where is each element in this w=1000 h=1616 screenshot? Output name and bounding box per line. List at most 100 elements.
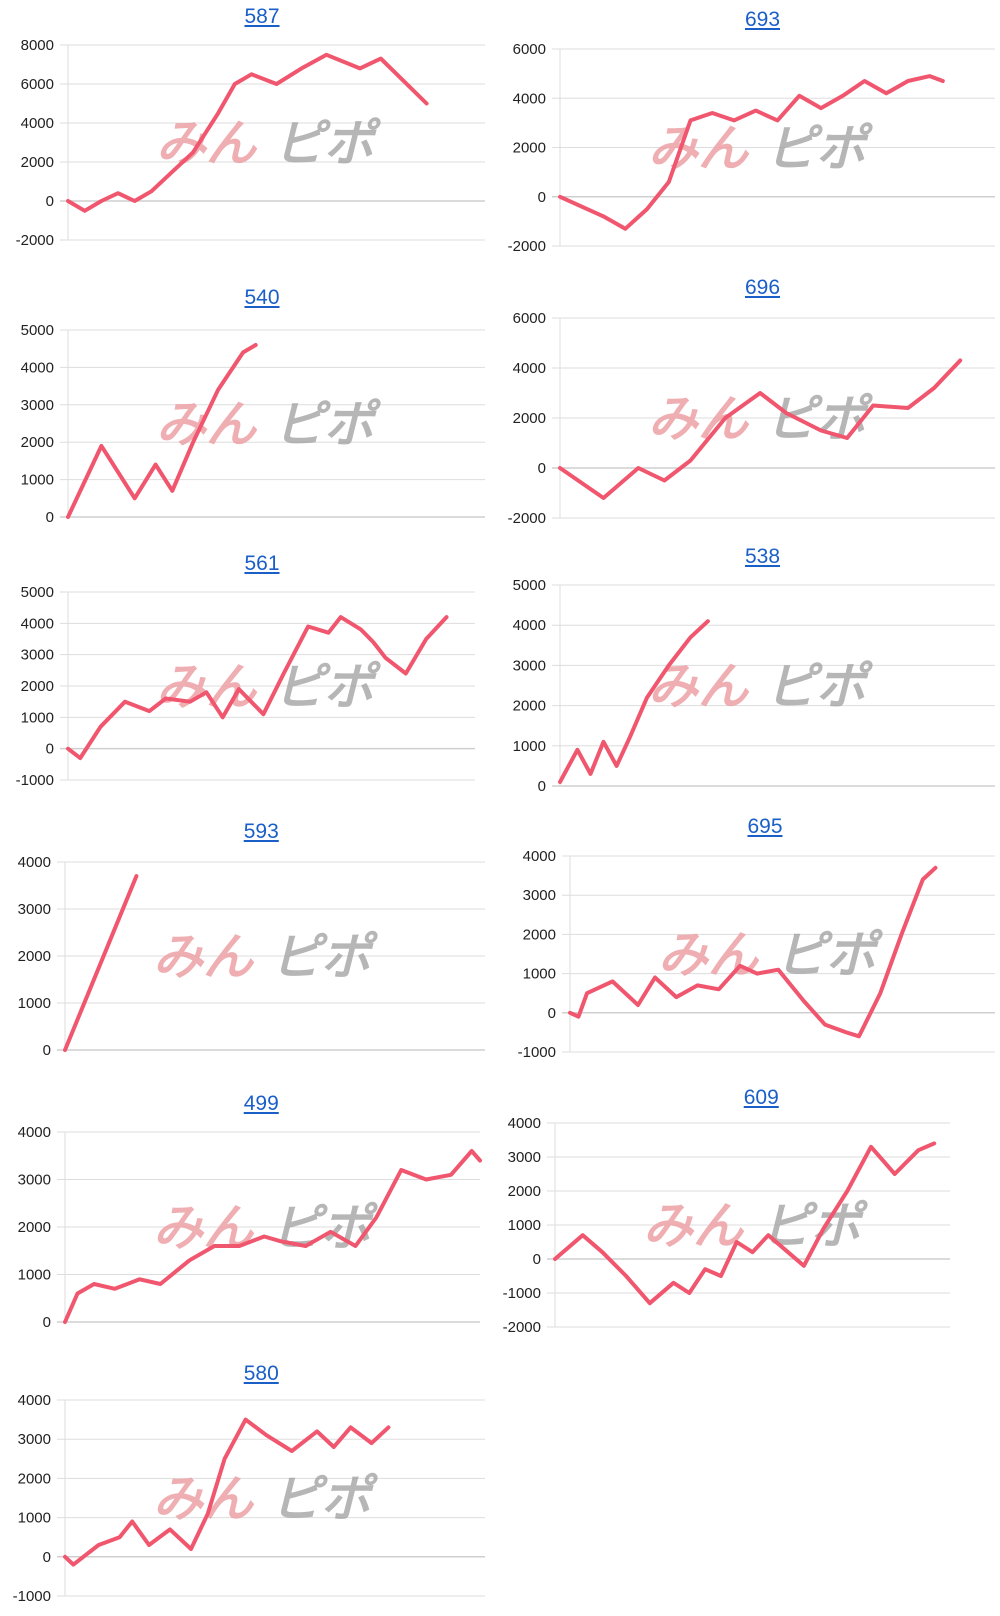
- y-tick-label: 2000: [523, 926, 556, 943]
- y-tick-label: 6000: [21, 76, 54, 93]
- y-tick-label: 0: [538, 460, 546, 477]
- y-tick-label: -1000: [16, 772, 54, 789]
- y-tick-label: 3000: [21, 647, 54, 664]
- y-tick-label: 2000: [18, 1219, 51, 1236]
- y-tick-label: 0: [43, 1042, 51, 1059]
- series-line: [66, 615, 449, 761]
- y-tick-label: 4000: [21, 615, 54, 632]
- y-tick-label: 0: [533, 1251, 541, 1268]
- y-tick-label: 1000: [523, 966, 556, 983]
- chart-panel: 693 6000 4000 2000 0 -2000 みん ピポ: [490, 8, 1000, 260]
- y-tick-label: 4000: [523, 848, 556, 865]
- y-tick-label: -2000: [508, 238, 546, 255]
- watermark-logo: みん: [648, 120, 750, 178]
- y-tick-label: 1000: [513, 738, 546, 755]
- y-tick-label: 4000: [513, 360, 546, 377]
- y-tick-label: 4000: [508, 1115, 541, 1132]
- y-tick-label: 1000: [21, 709, 54, 726]
- y-tick-label: 4000: [21, 359, 54, 376]
- series-line: [63, 1149, 482, 1324]
- watermark-logo: ピポ: [271, 1470, 379, 1528]
- line-chart: 5000 4000 3000 2000 1000 0 みん ピポ: [21, 322, 485, 526]
- chart-panel: 580 4000 3000 2000 1000 0 -1000 みん ピポ: [0, 1362, 490, 1610]
- chart-title-link[interactable]: 561: [244, 552, 280, 575]
- watermark-logo: みん: [153, 1199, 255, 1257]
- chart-panel: 499 4000 3000 2000 1000 0 みん ピポ: [0, 1092, 490, 1336]
- y-tick-label: -2000: [16, 232, 54, 249]
- series-line: [63, 874, 139, 1052]
- y-tick-label: 4000: [18, 1392, 51, 1409]
- watermark-logo: ピポ: [766, 120, 874, 178]
- y-tick-label: 2000: [21, 678, 54, 695]
- chart-title-link[interactable]: 580: [243, 1362, 279, 1385]
- y-tick-label: 4000: [18, 1124, 51, 1141]
- y-tick-label: 6000: [513, 310, 546, 327]
- y-tick-label: -1000: [13, 1588, 51, 1605]
- watermark-logo: みん: [648, 390, 750, 448]
- chart-title-link[interactable]: 695: [747, 815, 783, 838]
- chart-title-link[interactable]: 538: [744, 545, 781, 568]
- chart-title-link[interactable]: 540: [244, 286, 280, 309]
- y-tick-label: 3000: [523, 887, 556, 904]
- series-line: [558, 619, 710, 784]
- line-chart: 4000 3000 2000 1000 0 みん ピポ: [18, 1124, 482, 1331]
- y-tick-label: 2000: [21, 434, 54, 451]
- series-line: [66, 343, 258, 519]
- y-tick-label: 2000: [508, 1183, 541, 1200]
- series-line: [66, 52, 429, 213]
- y-tick-label: 8000: [21, 37, 54, 54]
- y-tick-label: 3000: [21, 397, 54, 414]
- chart-title-link[interactable]: 609: [743, 1086, 779, 1109]
- y-tick-label: 5000: [513, 577, 546, 594]
- chart-panel: 540 5000 4000 3000 2000 1000 0 みん ピポ: [0, 286, 490, 531]
- y-tick-label: 4000: [18, 854, 51, 871]
- watermark-logo: みん: [156, 115, 258, 173]
- y-tick-label: -1000: [518, 1044, 556, 1061]
- y-tick-label: 1000: [508, 1217, 541, 1234]
- watermark-logo: ピポ: [271, 1199, 379, 1257]
- series-line: [558, 358, 963, 500]
- y-tick-label: 0: [548, 1005, 556, 1022]
- y-tick-label: -2000: [503, 1319, 541, 1336]
- chart-panel: 587 8000 6000 4000 2000 0 -2000 みん ピポ: [0, 5, 490, 254]
- y-tick-label: 4000: [21, 115, 54, 132]
- y-tick-label: 0: [538, 189, 546, 206]
- line-chart: 8000 6000 4000 2000 0 -2000 みん ピポ: [16, 37, 485, 249]
- y-tick-label: 1000: [18, 1510, 51, 1527]
- y-tick-label: 0: [43, 1549, 51, 1566]
- y-tick-label: 3000: [18, 1431, 51, 1448]
- chart-panel: 609 4000 3000 2000 1000 0 -1000 -2000 みん ピポ: [490, 1086, 1000, 1341]
- watermark-logo: ピポ: [766, 658, 874, 716]
- y-tick-label: 3000: [513, 657, 546, 674]
- chart-title-link[interactable]: 593: [243, 820, 279, 843]
- watermark-logo: みん: [643, 1197, 745, 1255]
- watermark-logo: ピポ: [274, 396, 382, 454]
- y-tick-label: 0: [46, 741, 54, 758]
- chart-title-link[interactable]: 696: [744, 276, 781, 299]
- y-tick-label: 0: [43, 1314, 51, 1331]
- watermark-logo: ピポ: [274, 115, 382, 173]
- watermark-logo: ピポ: [271, 928, 379, 986]
- chart-title-link[interactable]: 693: [744, 8, 781, 31]
- y-tick-label: 2000: [21, 154, 54, 171]
- y-tick-label: 5000: [21, 322, 54, 339]
- chart-title-link[interactable]: 499: [243, 1092, 279, 1115]
- y-tick-label: 1000: [21, 472, 54, 489]
- y-tick-label: 2000: [513, 410, 546, 427]
- y-tick-label: 1000: [18, 1267, 51, 1284]
- watermark-logo: ピポ: [776, 926, 884, 984]
- y-tick-label: -2000: [508, 510, 546, 527]
- series-line: [553, 1141, 937, 1306]
- chart-panel: 538 5000 4000 3000 2000 1000 0 みん ピポ: [490, 545, 1000, 800]
- line-chart: 5000 4000 3000 2000 1000 0 -1000 みん ピポ: [16, 584, 475, 789]
- watermark-logo: みん: [658, 926, 760, 984]
- y-tick-label: 3000: [18, 1172, 51, 1189]
- y-tick-label: 0: [46, 193, 54, 210]
- y-tick-label: 3000: [508, 1149, 541, 1166]
- watermark-logo: みん: [648, 658, 750, 716]
- watermark-logo: みん: [156, 396, 258, 454]
- y-tick-label: 2000: [18, 1470, 51, 1487]
- chart-title-link[interactable]: 587: [244, 5, 280, 28]
